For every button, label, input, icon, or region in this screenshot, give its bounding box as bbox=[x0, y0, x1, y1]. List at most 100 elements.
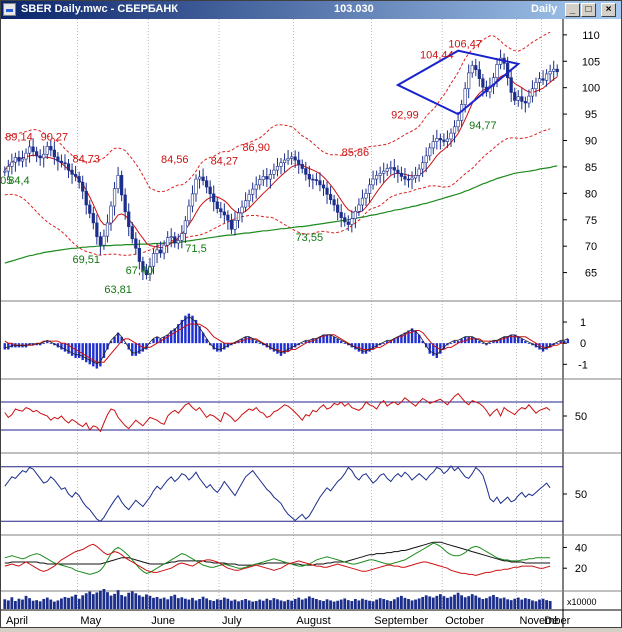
macd-histogram-bar bbox=[102, 343, 106, 358]
macd-histogram-bar bbox=[290, 343, 293, 350]
chart-grid bbox=[1, 19, 621, 627]
volume-bar bbox=[244, 599, 247, 609]
volume-bar bbox=[169, 596, 173, 609]
price-candle bbox=[332, 199, 336, 206]
title-bar[interactable]: SBER Daily.mwc - СБЕРБАНК 103.030 Daily … bbox=[1, 1, 621, 19]
volume-bar bbox=[322, 601, 325, 609]
price-candle bbox=[463, 88, 467, 105]
macd-histogram-bar bbox=[400, 334, 403, 344]
price-candle bbox=[49, 146, 53, 151]
price-candle bbox=[375, 175, 379, 180]
price-candle bbox=[112, 188, 117, 207]
macd-histogram-bar bbox=[364, 343, 368, 354]
volume-bar bbox=[318, 600, 322, 609]
price-candle bbox=[91, 213, 95, 224]
volume-bar bbox=[495, 597, 499, 609]
price-candle bbox=[251, 188, 255, 195]
price-candle bbox=[293, 156, 297, 161]
volume-bar bbox=[520, 599, 524, 609]
macd-histogram-bar bbox=[336, 338, 339, 344]
minimize-button[interactable]: _ bbox=[565, 3, 580, 17]
price-candle bbox=[158, 249, 163, 254]
volume-bar bbox=[407, 599, 410, 609]
price-candle bbox=[130, 226, 134, 240]
price-candle bbox=[268, 174, 272, 180]
price-candle bbox=[304, 168, 308, 175]
volume-bar bbox=[488, 596, 492, 609]
macd-histogram-bar bbox=[134, 343, 138, 356]
price-candle bbox=[265, 176, 269, 180]
price-candle bbox=[321, 184, 326, 189]
price-candle bbox=[254, 184, 258, 190]
macd-histogram-bar bbox=[417, 334, 421, 344]
price-candle bbox=[318, 180, 322, 186]
close-button[interactable]: × bbox=[601, 3, 616, 17]
price-candle bbox=[506, 63, 510, 78]
macd-histogram-bar bbox=[92, 343, 95, 367]
macd-histogram-bar bbox=[559, 341, 562, 344]
volume-bar bbox=[176, 598, 180, 609]
price-candle bbox=[35, 151, 39, 157]
volume-pane bbox=[3, 589, 552, 609]
volume-bar bbox=[548, 601, 552, 609]
macd-histogram-bar bbox=[563, 341, 566, 344]
macd-histogram-bar bbox=[223, 343, 226, 350]
macd-histogram-bar bbox=[194, 319, 198, 344]
volume-bar bbox=[88, 591, 92, 609]
volume-bar bbox=[368, 600, 371, 609]
price-candle bbox=[442, 139, 446, 142]
price-annotation: 104,44 bbox=[420, 49, 454, 61]
macd-histogram-bar bbox=[166, 334, 169, 344]
volume-bar bbox=[120, 595, 124, 609]
price-annotation: 71,5 bbox=[185, 243, 206, 255]
macd-histogram-bar bbox=[506, 336, 509, 344]
macd-histogram-bar bbox=[70, 343, 74, 356]
price-candle bbox=[410, 177, 414, 180]
price-candle bbox=[474, 65, 478, 71]
chart-app-icon[interactable] bbox=[3, 3, 16, 16]
volume-bar bbox=[311, 597, 315, 609]
volume-bar bbox=[329, 600, 332, 609]
macd-histogram-bar bbox=[63, 343, 67, 352]
price-candle bbox=[491, 77, 496, 87]
price-candle bbox=[346, 221, 350, 225]
volume-bar bbox=[438, 594, 442, 609]
macd-histogram-bar bbox=[428, 343, 431, 354]
price-candle bbox=[509, 77, 513, 93]
macd-histogram-bar bbox=[81, 343, 84, 361]
maximize-button[interactable]: □ bbox=[581, 3, 596, 17]
slow-moving-average-line bbox=[4, 165, 558, 264]
macd-histogram-bar bbox=[148, 343, 152, 344]
timeframe-label: Daily bbox=[531, 3, 558, 15]
price-annotation: ,05 bbox=[1, 175, 12, 187]
volume-bar bbox=[52, 601, 56, 609]
volume-bar bbox=[389, 601, 393, 609]
month-label: April bbox=[6, 615, 28, 627]
price-candle bbox=[530, 88, 535, 97]
macd-histogram-bar bbox=[538, 343, 541, 350]
macd-histogram-bar bbox=[502, 336, 506, 344]
price-candle bbox=[555, 68, 559, 73]
macd-histogram-bar bbox=[308, 341, 311, 344]
macd-histogram-bar bbox=[42, 343, 45, 344]
price-candle bbox=[258, 179, 262, 186]
price-candle bbox=[279, 162, 283, 167]
price-candle bbox=[428, 147, 432, 157]
price-candle bbox=[272, 169, 276, 175]
macd-histogram-bar bbox=[99, 343, 102, 367]
volume-bar bbox=[290, 600, 294, 609]
macd-line bbox=[4, 316, 569, 365]
volume-bar bbox=[194, 600, 198, 609]
price-candle bbox=[222, 211, 226, 216]
macd-histogram-bar bbox=[492, 341, 495, 344]
volume-bar bbox=[392, 599, 396, 609]
month-label: June bbox=[151, 615, 175, 627]
volume-bar bbox=[304, 598, 308, 609]
price-candle bbox=[520, 96, 524, 102]
macd-histogram-bar bbox=[162, 336, 166, 344]
oscillator-3-green-line bbox=[4, 542, 551, 575]
macd-histogram-bar bbox=[368, 343, 371, 352]
